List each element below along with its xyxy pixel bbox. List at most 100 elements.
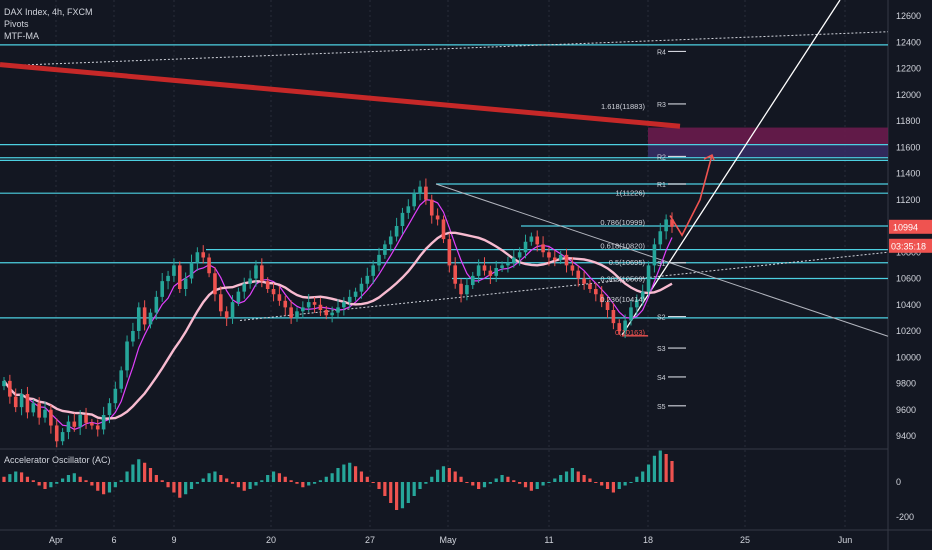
oscillator-bar (635, 476, 639, 482)
candle-body (558, 254, 563, 261)
candle-body (101, 415, 106, 430)
oscillator-bar (430, 476, 434, 482)
candle-body (652, 244, 657, 266)
projection-arrow (669, 154, 713, 237)
candle-body (658, 231, 663, 245)
oscillator-bar (19, 472, 24, 482)
oscillator-bar (652, 455, 657, 482)
pivot-label: R3 (657, 102, 666, 109)
y-tick-label: 11800 (896, 116, 920, 126)
oscillator-bar (172, 482, 176, 493)
x-tick-label: 18 (643, 535, 653, 545)
oscillator-bar (447, 468, 451, 482)
oscillator-bar (25, 476, 30, 482)
pivot-label: R4 (657, 49, 666, 56)
pivot-label: R1 (657, 182, 666, 189)
oscillator-bar (37, 482, 41, 486)
oscillator-bar (242, 482, 246, 491)
candle-body (535, 236, 540, 245)
y-tick-label: 10200 (896, 326, 921, 336)
candle-body (388, 236, 393, 245)
candle-body (576, 270, 581, 279)
candle-body (359, 283, 364, 292)
oscillator-bar (477, 482, 481, 489)
candle-body (107, 403, 112, 415)
candle-body (570, 265, 575, 271)
trend-line-dotted-lower (239, 251, 889, 321)
oscillator-bar (500, 475, 504, 482)
oscillator-bar (371, 482, 375, 483)
pivot-label: S4 (657, 375, 666, 382)
candle-body (8, 380, 12, 397)
candle-body (224, 311, 229, 318)
oscillator-bar (658, 450, 662, 482)
oscillator-bar (66, 475, 71, 482)
axes: 9400960098001000010200104001060010800110… (49, 11, 921, 545)
candle-body (254, 265, 258, 279)
oscillator-bar (506, 476, 510, 482)
oscillator-bar (424, 482, 428, 484)
x-tick-label: May (439, 535, 457, 545)
candle-body (160, 281, 165, 297)
candles (2, 178, 674, 448)
price-badges: 10994 03:35:18 (889, 219, 932, 253)
oscillator-bar (78, 476, 82, 482)
fib-label: 1(11226) (616, 188, 646, 197)
supply-zone (648, 127, 888, 158)
oscillator-bar (553, 478, 557, 482)
indicator-pivots-label: Pivots (4, 19, 29, 29)
candle-body (54, 425, 59, 442)
zone-rect-lower (648, 144, 888, 158)
candle-body (441, 219, 446, 240)
candle-body (541, 244, 545, 253)
candle-body (125, 341, 129, 371)
fibonacci-levels: 1.618(11883) 1(11226) 0.786(10999) 0.618(10… (600, 102, 645, 337)
candle-body (488, 270, 493, 276)
oscillator-bar (184, 482, 188, 495)
candle-body (306, 302, 311, 308)
candle-body (213, 273, 217, 295)
horizontal-levels (0, 44, 888, 319)
oscillator-bar (72, 473, 76, 482)
oscillator-bar (236, 482, 240, 488)
candle-body (78, 415, 82, 427)
oscillator-bar (348, 462, 352, 482)
oscillator-bar (529, 482, 533, 491)
candle-body (418, 186, 422, 194)
oscillator-bar (365, 476, 369, 482)
candle-body (424, 186, 428, 200)
oscillator-bar (330, 473, 334, 482)
oscillator-bar (219, 475, 223, 482)
candle-body (529, 236, 534, 242)
y-tick-label: 9600 (896, 405, 916, 415)
countdown-text: 03:35:18 (891, 241, 926, 251)
candle-body (465, 285, 469, 295)
oscillator-bar (441, 466, 446, 482)
candle-body (564, 254, 569, 266)
oscillator-bar (119, 480, 123, 482)
oscillator-bar (512, 480, 516, 482)
candle-body (183, 278, 188, 289)
candle-body (347, 296, 352, 303)
y-tick-label: 10400 (896, 300, 921, 310)
candle-body (640, 291, 645, 300)
candle-body (412, 193, 416, 207)
oscillator-bar (336, 468, 340, 482)
oscillator-bar (90, 482, 94, 486)
candle-body (13, 396, 18, 408)
candle-body (330, 312, 334, 316)
oscillator-bar (271, 471, 276, 482)
oscillator-bar (471, 482, 475, 486)
oscillator-bar (664, 454, 668, 482)
oscillator-bar (260, 480, 264, 482)
pivot-label: R2 (657, 154, 666, 161)
candle-body (230, 302, 235, 318)
candle-body (248, 278, 252, 284)
candle-body (195, 252, 200, 263)
y-tick-label: 12400 (896, 37, 921, 47)
y-tick-label: 10600 (896, 274, 921, 284)
y-tick-label: 11400 (896, 169, 920, 179)
x-tick-label: 25 (740, 535, 750, 545)
oscillator-bar (646, 464, 651, 482)
